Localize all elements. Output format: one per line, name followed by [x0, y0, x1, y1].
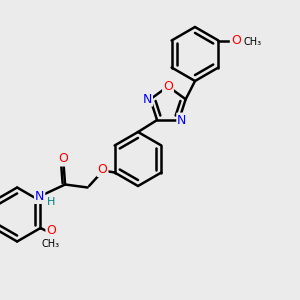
- Text: O: O: [46, 224, 56, 237]
- Text: O: O: [231, 34, 241, 47]
- Text: H: H: [47, 196, 55, 207]
- Text: O: O: [163, 80, 173, 93]
- Text: N: N: [177, 113, 187, 127]
- Text: O: O: [98, 163, 108, 176]
- Text: CH₃: CH₃: [41, 239, 59, 249]
- Text: N: N: [35, 190, 44, 203]
- Text: O: O: [59, 152, 69, 166]
- Text: N: N: [142, 93, 152, 106]
- Text: CH₃: CH₃: [244, 37, 262, 47]
